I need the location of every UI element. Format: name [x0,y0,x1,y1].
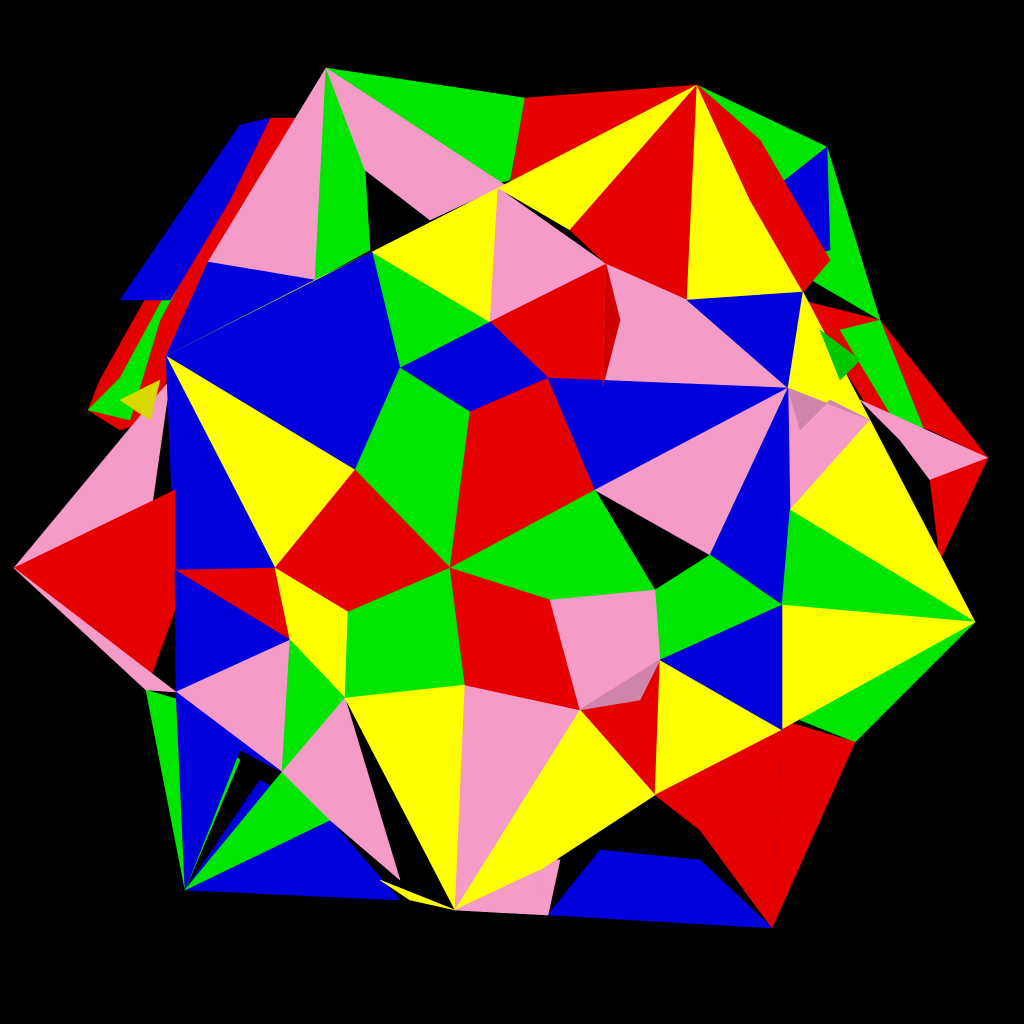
polyhedron-face-blue [119,117,271,301]
polyhedron-face-pink [325,67,506,221]
polyhedron-face-dark-red [602,263,621,387]
polyhedron-face-pink [13,567,177,693]
polyhedron-face-red [13,489,176,611]
polyhedron-face-dark-pink [579,659,661,711]
polyhedron-face-red [696,84,831,293]
polyhedron-face-red [929,457,989,561]
polyhedron-faces [13,67,989,929]
polyhedron-face-dark-green [819,329,861,381]
polyhedron-face-blue [547,849,773,929]
polyhedron-face-pink [281,697,401,881]
polyhedron-face-dark-pink [787,387,871,431]
polyhedron-face-yellow [379,879,456,911]
polyhedron-face-blue [175,691,283,891]
polyhedron-face-red [654,729,783,929]
polyhedron-face-blue [659,604,783,731]
polyhedron-face-pink [454,869,549,916]
polyhedron-face-dark-yellow [119,379,161,421]
